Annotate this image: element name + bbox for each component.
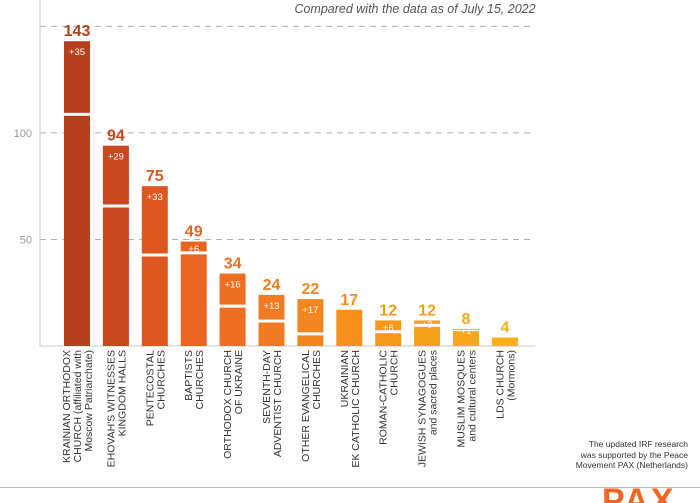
category-label-line: BAPTISTS bbox=[183, 350, 195, 401]
total-label: 143 bbox=[64, 23, 91, 40]
category-label: JEWISH SYNAGOGUES and sacred places bbox=[417, 350, 440, 467]
bar-base bbox=[336, 309, 363, 346]
bar-increase bbox=[180, 241, 207, 252]
bar-increase bbox=[64, 41, 90, 113]
total-label: 94 bbox=[107, 128, 125, 145]
total-label: 4 bbox=[500, 319, 509, 336]
total-label: 24 bbox=[263, 277, 281, 294]
bar-increase bbox=[258, 294, 285, 320]
category-label-line: and sacred places bbox=[428, 350, 440, 435]
bar-increase bbox=[219, 273, 246, 305]
total-label: 34 bbox=[224, 256, 242, 273]
category-label-line: ROMAN-CATHOLIC bbox=[378, 350, 390, 445]
category-label: PENTECOSTAL CHURCHES bbox=[144, 350, 167, 426]
bar-base bbox=[414, 326, 441, 346]
svg-text:PAX: PAX bbox=[602, 484, 675, 503]
category-label: ROMAN-CATHOLIC CHURCH bbox=[378, 350, 401, 445]
bar-increase bbox=[297, 299, 324, 333]
footnote: The updated IRF research was supported b… bbox=[488, 439, 688, 471]
total-label: 22 bbox=[302, 281, 320, 298]
category-label-line: EHOVAH'S WITNESSES bbox=[105, 350, 117, 467]
category-label: MUSLIM MOSQUES and cultural centers bbox=[456, 350, 479, 447]
increase-label: +16 bbox=[225, 280, 241, 291]
total-label: 12 bbox=[418, 302, 436, 319]
category-label-line: KINGDOM HALLS bbox=[116, 350, 128, 436]
category-label-line: ADVENTIST CHURCH bbox=[272, 350, 284, 457]
bar-increase bbox=[414, 320, 441, 324]
increase-label: +3 bbox=[422, 320, 433, 331]
total-label: 49 bbox=[185, 224, 203, 241]
increase-label: +6 bbox=[188, 244, 199, 255]
footnote-line: was supported by the Peace bbox=[580, 449, 688, 460]
category-label-line: PENTECOSTAL bbox=[144, 350, 156, 426]
category-label-line: CHURCHES bbox=[311, 350, 323, 410]
category-label-line: ORTHODOX CHURCH bbox=[222, 350, 234, 459]
category-label: ORTHODOX CHURCH OF UKRAINE bbox=[222, 350, 245, 459]
footnote-line: Movement PAX (Netherlands) bbox=[575, 460, 688, 470]
category-label-line: OF UKRAINE bbox=[233, 350, 245, 414]
increase-label: +29 bbox=[108, 152, 124, 163]
total-label: 17 bbox=[340, 292, 358, 309]
increase-label: +35 bbox=[69, 47, 85, 58]
bar-base bbox=[102, 207, 129, 346]
category-label-line: KRAINIAN ORTHODOX bbox=[61, 350, 73, 463]
category-label: LDS CHURCH (Mormons) bbox=[494, 350, 517, 419]
y-tick-label: 100 bbox=[14, 128, 32, 140]
category-label-line: and cultural centers bbox=[467, 350, 479, 442]
category-labels: KRAINIAN ORTHODOX CHURCH (affiliated with… bbox=[61, 350, 517, 468]
increase-label: +6 bbox=[383, 323, 394, 334]
y-tick-label: 50 bbox=[20, 234, 32, 246]
bar-base bbox=[453, 331, 479, 346]
category-label-line: CHURCHES bbox=[155, 350, 167, 410]
y-axis-ticks: 50 100 bbox=[14, 128, 32, 247]
bar-base bbox=[297, 335, 324, 346]
category-label-line: UKRAINIAN bbox=[339, 350, 351, 407]
total-label: 8 bbox=[462, 311, 471, 328]
category-label-line: LDS CHURCH bbox=[494, 350, 506, 419]
category-label: UKRAINIAN EK CATHOLIC CHURCH bbox=[339, 350, 362, 468]
category-label-line: Moscow Patriarchate) bbox=[83, 350, 95, 452]
bottom-divider bbox=[0, 487, 700, 488]
bars bbox=[64, 41, 518, 346]
category-label-line: CHURCH bbox=[389, 350, 401, 396]
category-label-line: MUSLIM MOSQUES bbox=[456, 350, 468, 447]
pax-logo-mark: PAX bbox=[602, 484, 675, 503]
bar-base bbox=[64, 115, 90, 346]
category-label-line: SEVENTH-DAY bbox=[261, 350, 273, 424]
category-label: EHOVAH'S WITNESSES KINGDOM HALLS bbox=[105, 350, 128, 467]
bar-increase bbox=[141, 186, 168, 254]
footnote-line: The updated IRF research bbox=[588, 439, 688, 449]
bar-increase bbox=[453, 328, 479, 330]
pax-logo: PAX bbox=[602, 484, 700, 503]
increase-label: +17 bbox=[302, 305, 318, 316]
category-label: KRAINIAN ORTHODOX CHURCH (affiliated with… bbox=[61, 350, 95, 463]
category-label-line: CHURCH (affiliated with bbox=[72, 350, 84, 463]
bar-base bbox=[180, 254, 207, 346]
bar-base bbox=[491, 337, 518, 346]
bar-base bbox=[141, 256, 168, 346]
bar-base bbox=[258, 322, 285, 346]
increase-label: +33 bbox=[147, 192, 163, 203]
category-label: OTHER EVANGELICAL CHURCHES bbox=[300, 350, 323, 462]
category-label: BAPTISTS CHURCHES bbox=[183, 350, 206, 410]
total-label: 75 bbox=[146, 168, 164, 185]
category-label-line: OTHER EVANGELICAL bbox=[300, 350, 312, 462]
total-label: 12 bbox=[379, 302, 397, 319]
chart-subtitle: Compared with the data as of July 15, 20… bbox=[294, 2, 536, 16]
increase-label: +13 bbox=[263, 301, 279, 312]
increase-label: +1 bbox=[461, 326, 472, 337]
bar-increase bbox=[102, 145, 129, 205]
bar-increase bbox=[375, 320, 402, 331]
category-label-line: (Mormons) bbox=[505, 350, 517, 401]
category-label-line: JEWISH SYNAGOGUES bbox=[417, 350, 429, 467]
bar-base bbox=[375, 333, 402, 346]
bar-base bbox=[219, 307, 246, 346]
category-label-line: EK CATHOLIC CHURCH bbox=[350, 350, 362, 468]
category-label-line: CHURCHES bbox=[194, 350, 206, 410]
category-label: SEVENTH-DAY ADVENTIST CHURCH bbox=[261, 350, 284, 457]
